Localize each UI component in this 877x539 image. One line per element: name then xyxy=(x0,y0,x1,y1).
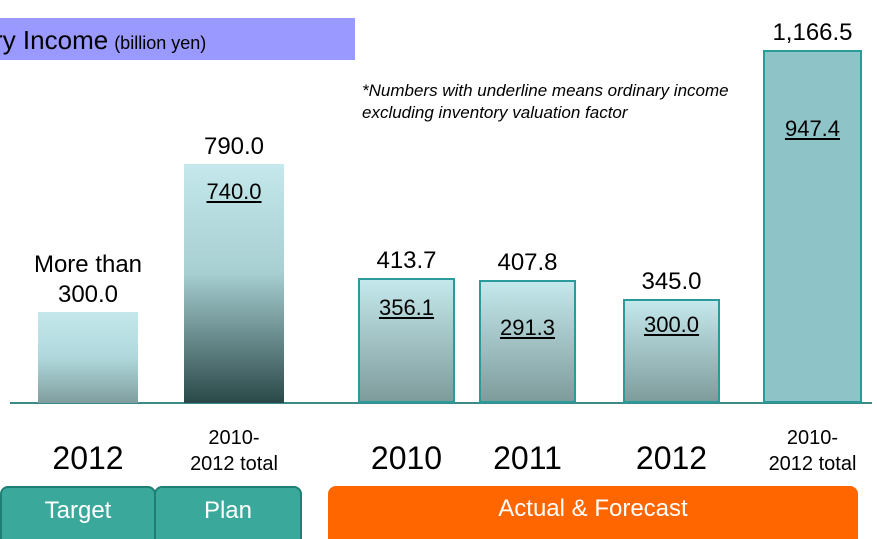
chart-subtitle: (billion yen) xyxy=(114,33,207,53)
baseline xyxy=(10,402,872,404)
underlined-value-label: 740.0 xyxy=(206,179,262,205)
x-tick-label: 2010- 2012 total xyxy=(190,427,278,475)
bar xyxy=(38,312,138,403)
underlined-value-label: 356.1 xyxy=(378,295,435,321)
value-label: 413.7 xyxy=(376,246,437,274)
x-tick-label: 2010- 2012 total xyxy=(768,427,857,475)
value-label: More than 300.0 xyxy=(33,251,143,309)
bar xyxy=(184,164,284,403)
x-tick-label: 2011 xyxy=(493,440,562,476)
bar xyxy=(479,279,576,403)
group-label: Plan xyxy=(154,486,302,539)
title-box: Ordinary Income(billion yen) xyxy=(0,18,355,60)
underlined-value-label: 300.0 xyxy=(643,312,700,338)
x-tick-label: 2012 xyxy=(635,440,708,476)
bar xyxy=(358,277,455,403)
group-label: Target xyxy=(0,486,156,539)
value-label: 407.8 xyxy=(497,248,558,276)
annotation: *Numbers with underline means ordinary i… xyxy=(362,81,729,122)
value-label: 1,166.5 xyxy=(772,19,853,47)
chart-title: Ordinary Income xyxy=(0,25,109,55)
group-label: Actual & Forecast xyxy=(328,486,858,539)
value-label: 790.0 xyxy=(203,133,265,161)
title-line: Ordinary Income(billion yen) xyxy=(0,25,206,56)
underlined-value-label: 291.3 xyxy=(499,314,556,340)
x-tick-label: 2012 xyxy=(52,440,124,476)
bar xyxy=(623,298,720,403)
value-label: 345.0 xyxy=(641,267,702,295)
bar xyxy=(763,50,862,403)
x-tick-label: 2010 xyxy=(370,440,443,476)
underlined-value-label: 947.4 xyxy=(784,116,841,142)
